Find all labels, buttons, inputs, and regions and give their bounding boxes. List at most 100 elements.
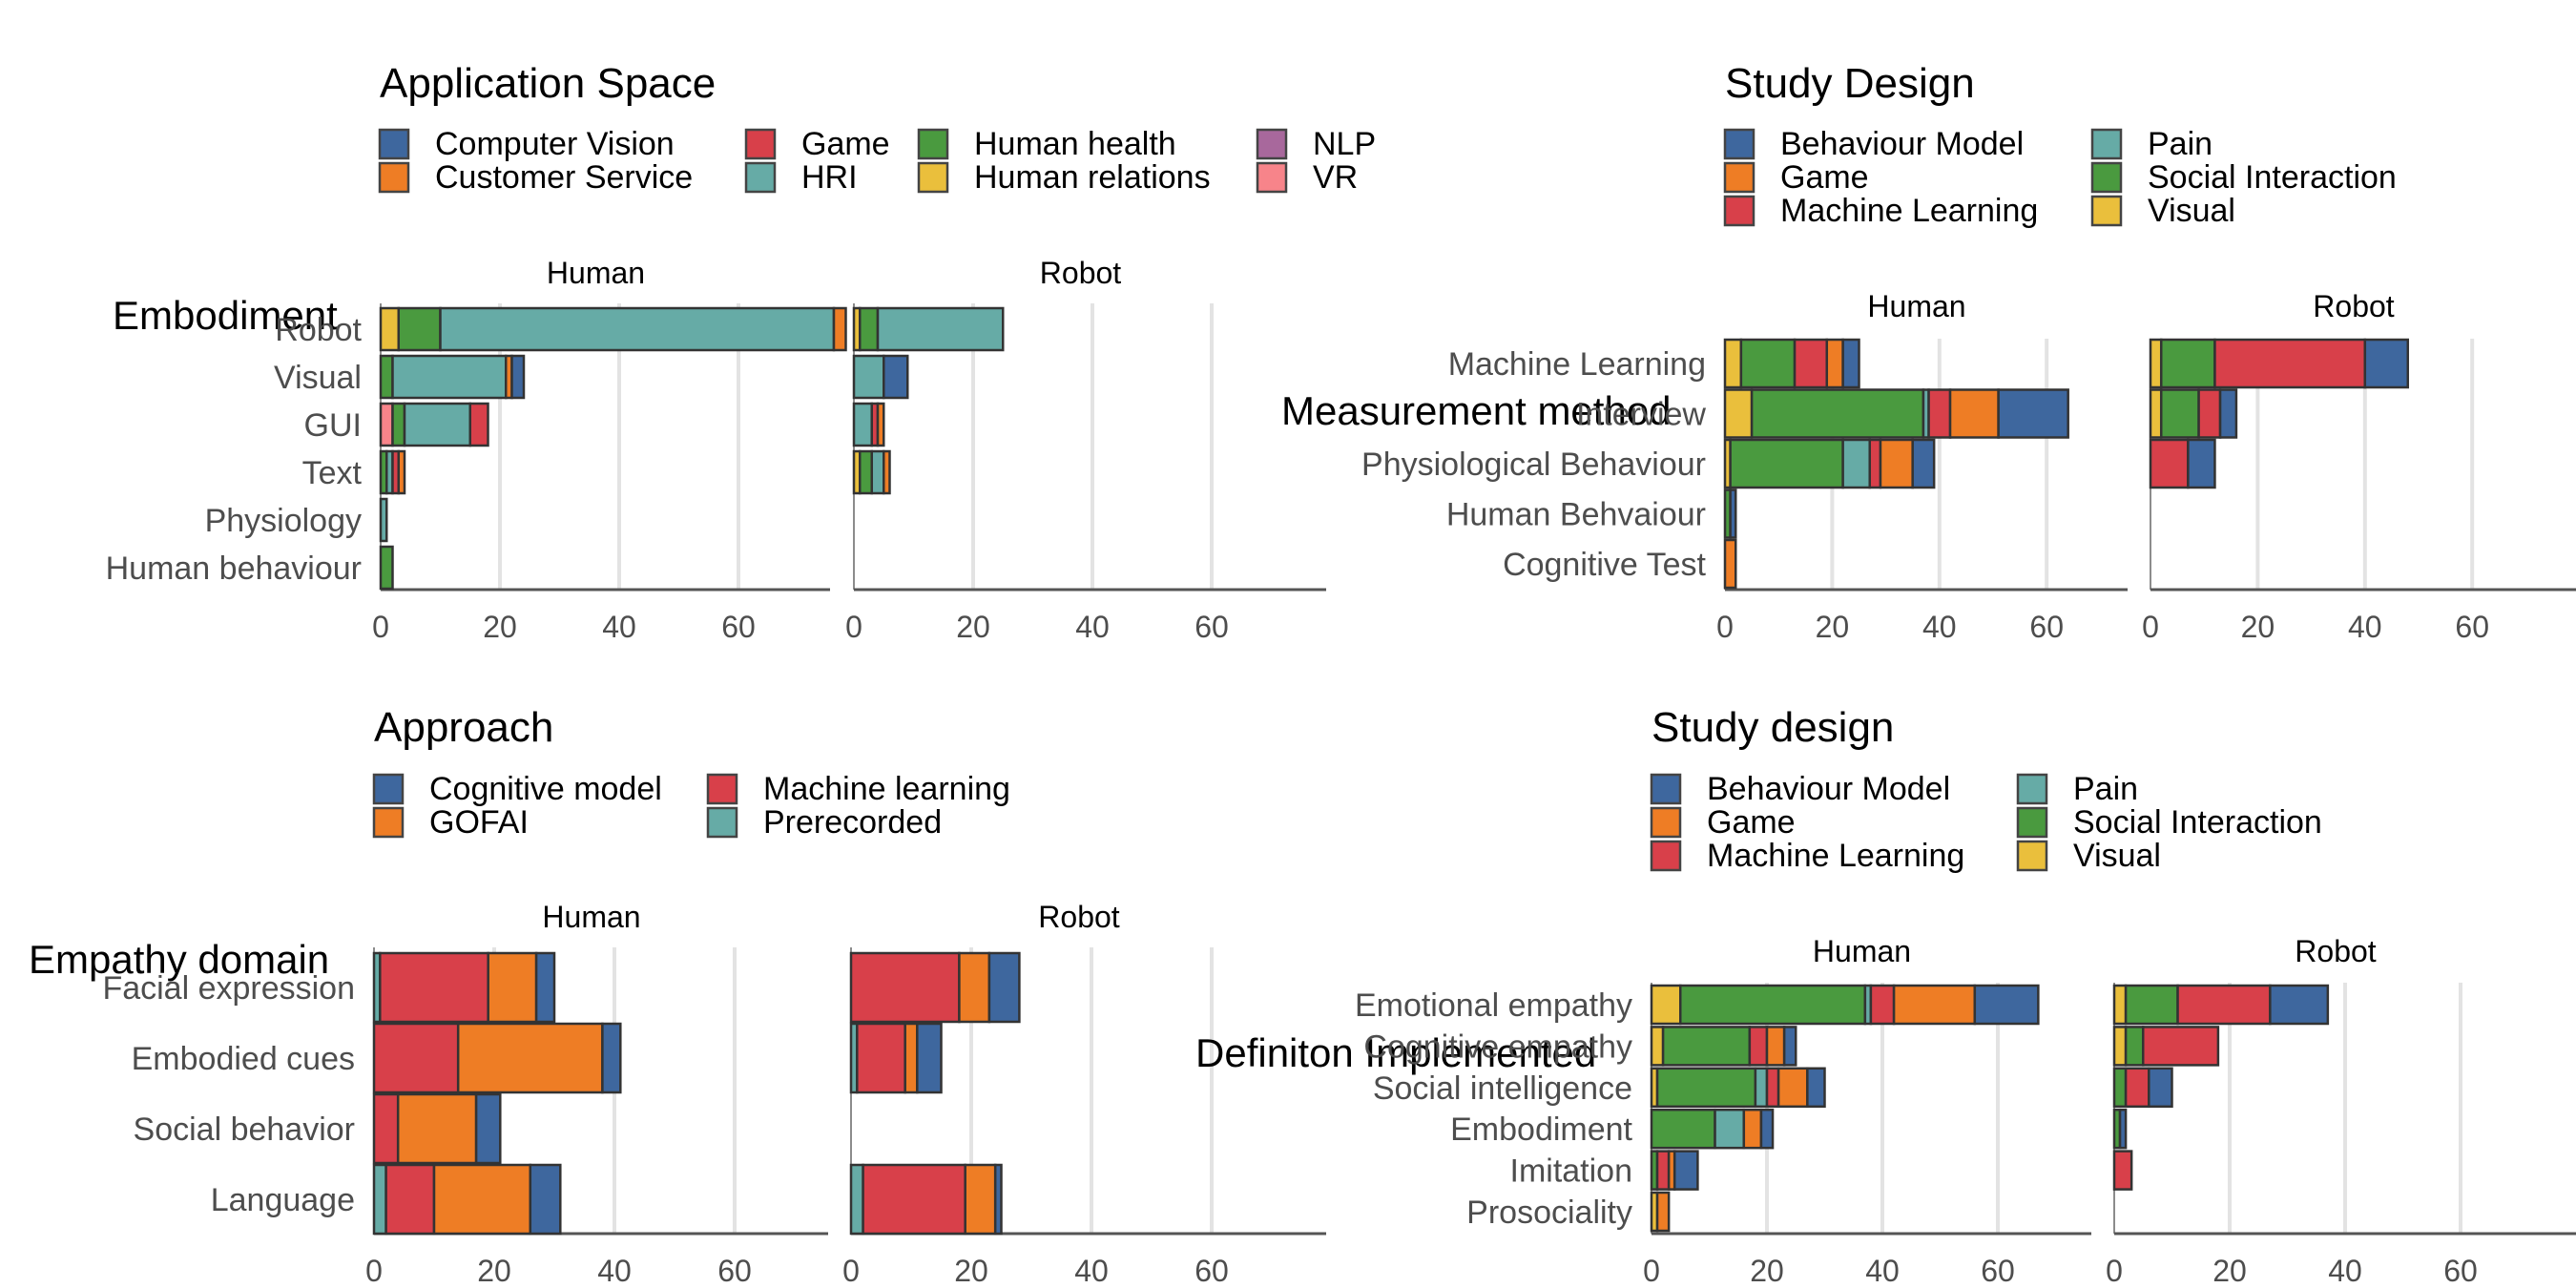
legend-label-gofai: GOFAI <box>429 804 529 841</box>
bar-robot-facial-expression-machine-learning <box>849 951 961 1024</box>
category-label-cognitive-empathy: Cognitive empathy <box>1363 1028 1632 1065</box>
facet-label-human: Human <box>542 900 640 934</box>
bar-robot-text-customer-service <box>883 449 891 495</box>
legend-swatch-human-health <box>917 128 949 160</box>
x-tick-label: 40 <box>597 1254 632 1288</box>
facet-robot: Robot 0 20 40 60 <box>2142 289 2576 644</box>
bar-human-machine-learning-visual <box>1723 338 1743 389</box>
bar-robot-embodiment-behaviour-model <box>2118 1108 2128 1150</box>
facet-label-robot: Robot <box>2295 934 2377 968</box>
bar-robot-emotional-empathy-social-interaction <box>2124 984 2179 1026</box>
bar-robot-embodied-cues-machine-learning <box>856 1022 906 1094</box>
x-tick-label: 40 <box>1865 1254 1900 1288</box>
bar-human-robot-human-health <box>397 306 442 352</box>
legend-label-machine-learning: Machine learning <box>763 771 1010 807</box>
bar-robot-emotional-empathy-behaviour-model <box>2269 984 2330 1026</box>
x-tick-label: 20 <box>483 610 517 644</box>
x-tick-label: 0 <box>2142 610 2159 644</box>
bar-human-cognitive-empathy-social-interaction <box>1661 1026 1752 1067</box>
legend-swatch-visual <box>2016 840 2048 872</box>
category-label-human-behaviour: Human behaviour <box>106 551 362 587</box>
category-label-human-behvaiour: Human Behvaiour <box>1446 497 1706 533</box>
bar-human-social-behavior-machine-learning <box>372 1092 400 1165</box>
legend-swatch-computer-vision <box>378 128 410 160</box>
bar-human-interview-behaviour-model <box>1997 388 2069 439</box>
bar-human-robot-hri <box>439 306 836 352</box>
bar-human-embodied-cues-machine-learning <box>372 1022 460 1094</box>
bar-human-physiological-behaviour-machine-learning <box>1868 438 1882 489</box>
facet-label-human: Human <box>1867 289 1965 323</box>
legend-label-game: Game <box>801 126 890 162</box>
x-tick-label: 20 <box>477 1254 511 1288</box>
bar-robot-robot-human-health <box>859 306 880 352</box>
x-tick-label: 0 <box>845 610 862 644</box>
legend-label-behaviour-model: Behaviour Model <box>1780 126 2024 162</box>
bar-human-prosociality-game <box>1655 1191 1671 1233</box>
bar-robot-cognitive-empathy-visual <box>2112 1026 2128 1067</box>
bar-human-imitation-machine-learning <box>1655 1150 1671 1191</box>
legend-swatch-customer-service <box>378 161 410 194</box>
legend-label-machine-learning: Machine Learning <box>1780 193 2038 229</box>
category-label-physiological-behaviour: Physiological Behaviour <box>1361 447 1706 483</box>
bar-human-embodiment-pain <box>1714 1108 1746 1150</box>
bar-human-visual-human-health <box>379 354 394 400</box>
facet-robot: Robot 0 20 40 60 <box>842 900 1326 1288</box>
bar-robot-machine-learning-visual <box>2149 338 2163 389</box>
legend-swatch-behaviour-model <box>1650 773 1682 805</box>
bar-robot-social-intelligence-machine-learning <box>2124 1067 2150 1109</box>
category-label-interview: Interview <box>1576 397 1706 433</box>
bar-human-embodied-cues-cognitive-model <box>601 1022 622 1094</box>
bar-robot-machine-learning-behaviour-model <box>2363 338 2410 389</box>
legend-label-game: Game <box>1707 804 1796 841</box>
category-label-text: Text <box>302 455 363 491</box>
legend-swatch-nlp <box>1256 128 1288 160</box>
bar-human-physiology-hri <box>379 497 388 543</box>
facet-label-human: Human <box>547 256 645 290</box>
bar-human-emotional-empathy-machine-learning <box>1869 984 1896 1026</box>
legend-swatch-machine-learning <box>1723 195 1755 227</box>
x-tick-label: 40 <box>1074 1254 1109 1288</box>
legend-swatch-hri <box>744 161 777 194</box>
bar-human-emotional-empathy-visual <box>1650 984 1682 1026</box>
x-tick-label: 60 <box>1195 1254 1229 1288</box>
bar-human-interview-game <box>1948 388 2000 439</box>
legend-label-nlp: NLP <box>1313 126 1376 162</box>
legend-label-vr: VR <box>1313 159 1358 196</box>
bar-human-imitation-behaviour-model <box>1672 1150 1699 1191</box>
facet-label-robot: Robot <box>1038 900 1120 934</box>
legend-title: Approach <box>374 704 553 751</box>
bar-human-social-behavior-cognitive-model <box>474 1092 502 1165</box>
x-tick-label: 60 <box>717 1254 752 1288</box>
legend-label-human-relations: Human relations <box>974 159 1211 196</box>
bar-human-cognitive-empathy-machine-learning <box>1748 1026 1769 1067</box>
bar-human-social-intelligence-social-interaction <box>1655 1067 1757 1109</box>
legend-swatch-machine-learning <box>706 773 738 805</box>
bar-human-cognitive-empathy-visual <box>1650 1026 1665 1067</box>
category-label-prosociality: Prosociality <box>1466 1195 1632 1231</box>
bar-human-social-intelligence-machine-learning <box>1765 1067 1780 1109</box>
bar-human-physiological-behaviour-pain <box>1841 438 1871 489</box>
bar-human-machine-learning-game <box>1825 338 1844 389</box>
category-label-language: Language <box>211 1182 355 1218</box>
bar-robot-text-hri <box>870 449 885 495</box>
y-axis-title: Embodiment <box>113 293 338 338</box>
x-tick-label: 20 <box>956 610 990 644</box>
bar-human-physiological-behaviour-social-interaction <box>1729 438 1844 489</box>
facet-label-human: Human <box>1813 934 1911 968</box>
bar-robot-gui-customer-service <box>876 402 885 447</box>
bar-human-physiological-behaviour-behaviour-model <box>1911 438 1936 489</box>
x-tick-label: 0 <box>365 1254 383 1288</box>
bar-robot-visual-hri <box>852 354 885 400</box>
bar-human-embodiment-game <box>1742 1108 1763 1150</box>
bar-robot-physiological-behaviour-behaviour-model <box>2187 438 2216 489</box>
bar-human-robot-human-relations <box>379 306 400 352</box>
legend-swatch-pain <box>2016 773 2048 805</box>
bar-robot-facial-expression-cognitive-model <box>987 951 1021 1024</box>
bar-robot-embodied-cues-gofai <box>904 1022 919 1094</box>
bar-human-language-cognitive-model <box>529 1163 562 1236</box>
bar-robot-machine-learning-machine-learning <box>2213 338 2367 389</box>
legend-label-visual: Visual <box>2073 838 2161 874</box>
bar-human-gui-vr <box>379 402 394 447</box>
x-tick-label: 40 <box>2328 1254 2362 1288</box>
